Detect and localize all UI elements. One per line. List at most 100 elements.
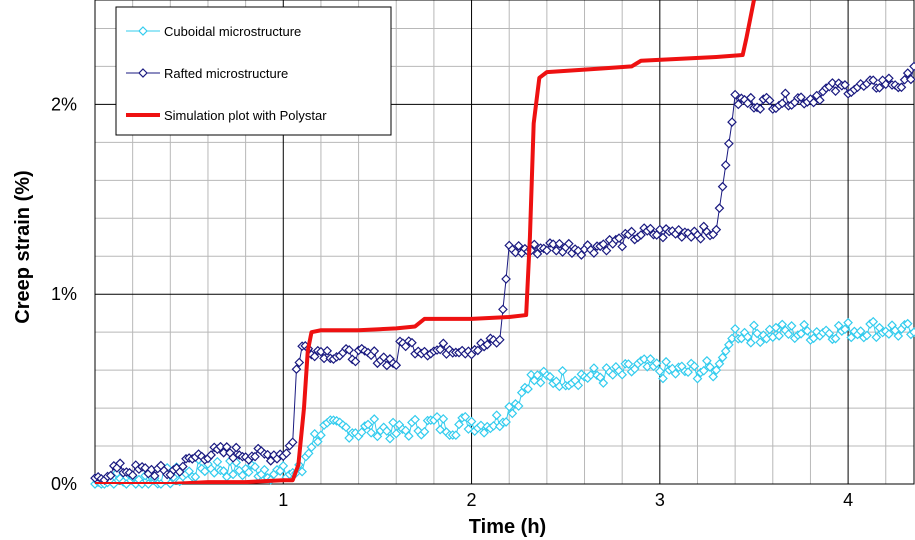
data-point [617,369,628,380]
data-point [727,117,737,127]
data-point [617,241,628,252]
data-point [381,426,392,436]
data-point [840,80,850,90]
data-point [218,466,229,476]
data-point [250,462,260,472]
series-1 [90,316,915,489]
data-point [827,78,838,88]
data-point [654,366,665,377]
data-point [705,362,715,372]
data-point [472,345,483,356]
data-point [880,79,891,90]
data-point [708,371,719,382]
data-point [403,431,414,441]
data-point [645,354,656,364]
data-point [312,436,323,447]
data-point [237,470,248,481]
data-point [589,363,599,373]
data-point [250,451,260,462]
data-point [702,355,712,366]
data-point [287,437,298,448]
data-point [874,82,885,93]
data-point [714,203,725,214]
data-point [309,351,320,362]
data-point [482,339,493,350]
data-point [542,245,552,256]
data-point [717,352,728,363]
data-point [391,360,402,371]
data-point [745,337,756,348]
data-point [460,411,471,422]
data-point [727,333,737,344]
data-point [435,344,446,355]
data-point [796,328,806,339]
data-point [796,92,806,103]
data-point [303,448,314,459]
data-point [513,241,524,251]
data-point [410,414,420,425]
y-tick-label: 2% [51,94,77,114]
data-point [494,334,505,345]
x-tick-label: 1 [278,490,288,510]
data-point [278,461,289,471]
data-point [683,367,693,377]
data-point [689,361,700,372]
data-point [507,408,518,419]
data-point [322,345,333,356]
data-point [356,427,367,438]
data-point [221,442,232,452]
data-point [724,138,734,149]
data-point [532,249,543,259]
data-point [717,181,728,192]
data-point [777,319,788,330]
legend-box [115,6,392,136]
data-point [438,338,449,349]
data-point [661,356,671,367]
data-point [231,442,242,453]
data-point [783,329,794,339]
data-point [893,331,904,341]
data-point [466,416,477,427]
data-point [843,317,853,328]
data-point [742,332,753,342]
data-point [451,430,461,441]
data-point [651,358,662,369]
data-point [501,274,511,284]
data-point [178,461,188,472]
data-point [884,73,894,84]
data-point [714,358,725,369]
data-point [720,346,731,356]
data-point [316,430,326,441]
data-point [498,304,508,315]
data-point [840,324,850,335]
data-point [902,68,913,78]
data-point [532,370,543,380]
data-point [138,26,148,36]
data-point [626,226,637,237]
data-point [243,467,254,478]
data-point [733,99,744,110]
data-point [607,370,618,380]
data-point [212,456,223,467]
data-point [595,372,606,383]
x-axis-title: Time (h) [469,516,546,538]
series-line [95,0,756,484]
data-point [855,326,866,336]
data-point [479,427,489,438]
data-point [730,323,740,334]
data-point [670,368,681,379]
data-point [824,328,835,339]
data-point [815,95,825,106]
data-point [598,239,609,250]
y-tick-labels: 0% 1% 2% [51,94,77,494]
data-point [774,331,784,341]
data-point [902,318,913,329]
data-point [344,345,355,355]
data-point [476,420,486,431]
data-point [896,82,907,93]
x-tick-labels: 1 2 3 4 [278,490,853,510]
data-point [281,448,292,459]
data-point [780,88,791,99]
plot-area-frame [94,0,915,485]
data-point [771,322,781,333]
